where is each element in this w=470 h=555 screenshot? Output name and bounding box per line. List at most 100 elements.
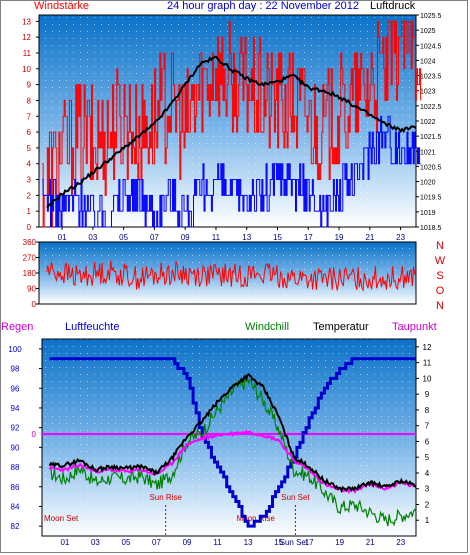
temperature-tick-label: 6 <box>425 437 430 446</box>
temperature-tick-label: 8 <box>425 406 430 415</box>
x-tick-label: 03 <box>88 233 97 242</box>
wind_mean-line <box>42 115 421 228</box>
left-tick-label: 12 <box>22 33 31 42</box>
x-tick-label: 07 <box>152 538 161 547</box>
humidity-tick-label: 86 <box>11 483 20 492</box>
x-tick-label: 13 <box>242 233 251 242</box>
x-tick-label: 21 <box>366 538 375 547</box>
windchill-line <box>49 376 417 527</box>
left-tick-label: 9 <box>27 81 32 90</box>
humidity-line <box>49 357 416 528</box>
right-tick-label: 1025 <box>420 28 436 35</box>
x-tick-label: 13 <box>244 538 253 547</box>
temperature-tick-label: 2 <box>425 500 430 509</box>
temperature-line <box>48 372 417 494</box>
event-label: Moon Set <box>44 514 79 523</box>
right-tick-label: 1024 <box>420 58 436 65</box>
humidity-tick-label: 90 <box>11 443 20 452</box>
chart-title: 24 hour graph day : 22 November 2012 <box>167 0 359 12</box>
compass-label: S <box>436 270 443 282</box>
legend-regen: Regen <box>1 321 33 333</box>
wind_gust-line <box>42 20 422 228</box>
dewpoint-line <box>48 429 417 495</box>
right-tick-label: 1021.5 <box>420 134 442 141</box>
direction-tick-label: 360 <box>23 238 37 247</box>
legend-windchill: Windchill <box>245 321 289 333</box>
left-tick-label: 4 <box>27 160 32 169</box>
left-axis-label: Windstärke <box>34 0 89 12</box>
x-tick-label: 11 <box>213 538 222 547</box>
temperature-tick-label: 5 <box>425 453 430 462</box>
x-tick-label: 19 <box>335 538 344 547</box>
humidity-tick-label: 84 <box>11 502 20 511</box>
left-tick-label: 2 <box>27 191 32 200</box>
left-tick-label: 1 <box>27 207 32 216</box>
x-tick-label: 09 <box>181 233 190 242</box>
x-tick-label: 17 <box>305 538 314 547</box>
humidity-tick-label: 92 <box>11 424 20 433</box>
direction-tick-label: 90 <box>27 285 36 294</box>
temperature-tick-label: 10 <box>423 374 432 383</box>
temperature-tick-label: 12 <box>423 343 432 352</box>
x-tick-label: 21 <box>365 233 374 242</box>
left-tick-label: 5 <box>27 144 32 153</box>
x-tick-label: 07 <box>150 233 159 242</box>
left-tick-label: 13 <box>22 17 31 26</box>
legend-luftfeuchte: Luftfeuchte <box>65 321 119 333</box>
right-tick-label: 1022 <box>420 119 436 126</box>
right-tick-label: 1020 <box>420 180 436 187</box>
x-tick-label: 19 <box>335 233 344 242</box>
wind-direction-line <box>46 260 417 293</box>
humidity-tick-label: 94 <box>11 404 20 413</box>
event-label: Moon Rise <box>237 514 276 523</box>
x-tick-label: 01 <box>58 233 67 242</box>
right-tick-label: 1023.5 <box>420 74 442 81</box>
x-tick-label: 05 <box>122 538 131 547</box>
direction-tick-label: 0 <box>32 300 37 309</box>
temperature-tick-label: 3 <box>425 485 430 494</box>
right-tick-label: 1023 <box>420 89 436 96</box>
humidity-tick-label: 88 <box>11 463 20 472</box>
x-tick-label: 23 <box>396 538 405 547</box>
temperature-tick-label: 11 <box>423 359 432 368</box>
x-tick-label: 17 <box>304 233 313 242</box>
humidity-tick-label: 82 <box>11 522 20 531</box>
right-tick-label: 1022.5 <box>420 104 442 111</box>
x-tick-label: 23 <box>396 233 405 242</box>
right-tick-label: 1021 <box>420 149 436 156</box>
right-axis-label: Luftdruck <box>370 0 416 12</box>
temperature-panel-dots <box>42 339 416 536</box>
event-label: Sun Rise <box>149 493 182 502</box>
direction-tick-label: 180 <box>23 269 37 278</box>
x-tick-label: 03 <box>91 538 100 547</box>
right-tick-label: 1025.5 <box>420 13 442 20</box>
x-tick-label: 05 <box>119 233 128 242</box>
compass-label: N <box>436 300 444 312</box>
right-tick-label: 1024.5 <box>420 43 442 50</box>
left-tick-label: 3 <box>27 176 32 185</box>
x-tick-label: 09 <box>183 538 192 547</box>
temperature-tick-label: 4 <box>425 469 430 478</box>
x-tick-label: 11 <box>212 233 221 242</box>
humidity-tick-label: 100 <box>8 345 22 354</box>
right-tick-label: 1020.5 <box>420 164 442 171</box>
right-tick-label: 1019.5 <box>420 195 442 202</box>
temperature-tick-label: 1 <box>425 516 430 525</box>
compass-label: W <box>435 255 446 267</box>
left-tick-label: 0 <box>27 223 32 232</box>
legend-taupunkt: Taupunkt <box>392 321 437 333</box>
left-tick-label: 8 <box>27 96 32 105</box>
left-tick-label: 6 <box>27 128 32 137</box>
humidity-tick-label: 98 <box>11 365 20 374</box>
right-tick-label: 1018.5 <box>420 225 442 232</box>
x-tick-label: 15 <box>273 233 282 242</box>
compass-label: N <box>436 240 444 252</box>
legend-temperatur: Temperatur <box>313 321 369 333</box>
temperature-tick-label: 7 <box>425 422 430 431</box>
temperature-panel-border <box>41 338 417 537</box>
left-tick-label: 10 <box>22 65 31 74</box>
compass-label: O <box>436 285 445 297</box>
x-tick-label: 01 <box>60 538 69 547</box>
